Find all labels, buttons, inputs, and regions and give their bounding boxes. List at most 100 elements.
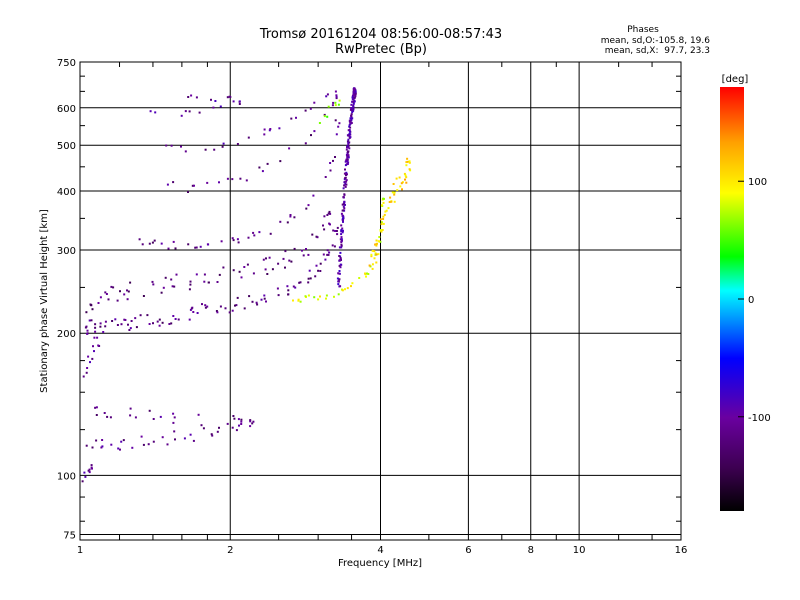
- data-point: [247, 236, 250, 239]
- data-point: [304, 295, 307, 298]
- data-point: [341, 231, 344, 234]
- data-point: [337, 280, 340, 283]
- data-point: [351, 117, 354, 120]
- phase-annotation-title: Phases: [627, 25, 659, 35]
- data-point: [338, 270, 341, 272]
- data-point: [206, 181, 209, 184]
- data-point: [187, 243, 190, 246]
- data-point: [174, 318, 177, 320]
- data-point: [158, 318, 161, 321]
- data-point: [236, 143, 239, 145]
- data-point: [328, 210, 331, 213]
- data-point: [349, 126, 352, 129]
- data-point: [353, 96, 356, 99]
- data-point: [336, 233, 339, 236]
- data-point: [91, 446, 94, 449]
- data-point: [216, 281, 219, 283]
- data-point: [248, 295, 251, 298]
- data-point: [351, 100, 354, 103]
- data-point: [174, 438, 176, 441]
- data-point: [152, 322, 154, 325]
- data-point: [373, 257, 376, 260]
- data-point: [240, 423, 243, 425]
- data-point: [399, 185, 402, 188]
- data-point: [351, 96, 354, 99]
- data-point: [240, 276, 243, 279]
- data-point: [200, 424, 203, 427]
- data-point: [101, 445, 104, 448]
- data-point: [348, 130, 351, 133]
- data-point: [349, 108, 352, 111]
- data-point: [390, 200, 393, 203]
- data-point: [175, 273, 178, 276]
- data-point: [228, 95, 231, 98]
- data-point: [316, 236, 319, 239]
- data-point: [286, 285, 289, 288]
- data-point: [266, 162, 269, 165]
- data-point: [381, 229, 384, 231]
- data-point: [351, 111, 354, 113]
- data-point: [129, 327, 132, 330]
- data-point: [226, 422, 229, 425]
- data-point: [266, 273, 269, 275]
- data-point: [392, 183, 395, 185]
- data-point: [346, 163, 349, 165]
- data-point: [338, 259, 341, 262]
- data-point: [342, 209, 345, 212]
- data-point: [170, 278, 173, 281]
- data-point: [161, 321, 164, 324]
- data-point: [237, 418, 240, 421]
- data-point: [134, 416, 137, 419]
- y-tick-labels: 75 100 200 300 400 500 600 750: [57, 58, 76, 541]
- data-point: [279, 220, 282, 223]
- data-point: [352, 93, 355, 96]
- data-point: [174, 247, 177, 250]
- data-point: [336, 226, 339, 229]
- data-point: [353, 87, 356, 90]
- data-point: [382, 201, 385, 204]
- data-point: [344, 182, 347, 185]
- data-point: [339, 285, 342, 288]
- data-point: [89, 361, 91, 364]
- data-point: [170, 322, 173, 325]
- data-point: [268, 256, 271, 259]
- data-point: [343, 184, 346, 187]
- data-point: [128, 329, 131, 331]
- data-point: [134, 317, 137, 320]
- data-point: [247, 136, 250, 139]
- data-point: [129, 407, 132, 410]
- data-points: [81, 87, 412, 483]
- data-point: [304, 109, 307, 112]
- data-point: [328, 222, 331, 225]
- data-point: [289, 214, 292, 216]
- data-point: [339, 257, 342, 260]
- data-point: [374, 252, 377, 255]
- data-point: [251, 422, 254, 425]
- data-point: [278, 127, 281, 130]
- data-point: [85, 371, 88, 374]
- data-point: [160, 242, 163, 245]
- data-point: [302, 254, 305, 257]
- data-point: [95, 414, 98, 416]
- data-point: [264, 268, 267, 271]
- data-point: [297, 299, 300, 302]
- data-point: [343, 172, 346, 175]
- data-point: [207, 243, 210, 246]
- data-point: [151, 280, 154, 283]
- y-tick-label: 750: [57, 58, 76, 69]
- data-point: [299, 300, 302, 303]
- data-point: [204, 304, 207, 307]
- data-point: [86, 367, 89, 369]
- data-point: [146, 314, 149, 317]
- data-point: [184, 110, 187, 113]
- data-point: [197, 413, 200, 416]
- data-point: [276, 287, 279, 290]
- data-point: [232, 239, 235, 242]
- data-point: [329, 212, 332, 215]
- data-point: [371, 263, 374, 266]
- colorbar-label: [deg]: [722, 74, 749, 85]
- data-point: [238, 270, 241, 273]
- data-point: [346, 287, 349, 290]
- data-point: [347, 138, 350, 141]
- data-point: [167, 247, 170, 250]
